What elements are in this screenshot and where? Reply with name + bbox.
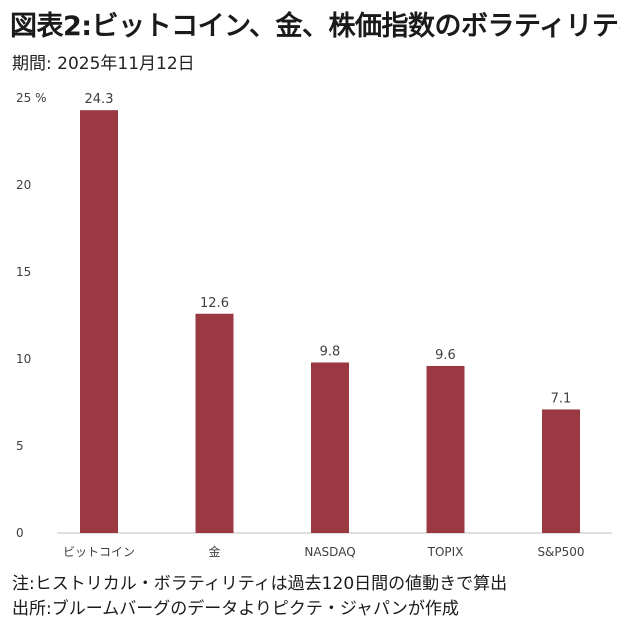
- bar: [426, 365, 465, 533]
- bars: 24.3 12.6 9.8 9.6 7.1: [80, 92, 580, 534]
- data-label: 12.6: [200, 296, 229, 311]
- bar: [195, 313, 234, 533]
- data-label: 24.3: [85, 92, 114, 107]
- x-tick-label: S&P500: [537, 545, 584, 559]
- bar: [80, 110, 118, 534]
- y-tick-label: 25 %: [16, 91, 47, 105]
- data-label: 9.6: [435, 348, 456, 363]
- source-note: 出所:ブルームバーグのデータよりピクテ・ジャパンが作成: [12, 599, 459, 619]
- y-tick-label: 0: [16, 526, 24, 540]
- y-tick-label: 20: [16, 178, 31, 192]
- x-axis-labels: ビットコイン 金 NASDAQ TOPIX S&P500: [63, 544, 585, 559]
- data-label: 9.8: [320, 344, 341, 359]
- chart-subtitle: 期間: 2025年11月12日: [12, 54, 195, 74]
- footnote: 注:ヒストリカル・ボラティリティは過去120日間の値動きで算出: [12, 574, 508, 594]
- x-tick-label: ビットコイン: [63, 545, 135, 559]
- x-tick-label: NASDAQ: [304, 545, 355, 559]
- bar: [311, 362, 349, 533]
- chart-title: 図表2:ビットコイン、金、株価指数のボラティリティ: [10, 11, 620, 42]
- bar-chart: 0 5 10 15 20 25 % 24.3 12.6 9.8 9.6 7.1 ビットコイン 金 NA…: [16, 91, 612, 559]
- x-tick-label: 金: [208, 544, 220, 559]
- x-tick-label: TOPIX: [427, 545, 464, 559]
- bar: [542, 409, 580, 533]
- y-tick-label: 5: [16, 439, 24, 453]
- y-tick-label: 15: [16, 265, 31, 279]
- y-tick-label: 10: [16, 352, 31, 366]
- y-axis: 0 5 10 15 20 25 %: [16, 91, 47, 540]
- data-label: 7.1: [551, 391, 572, 406]
